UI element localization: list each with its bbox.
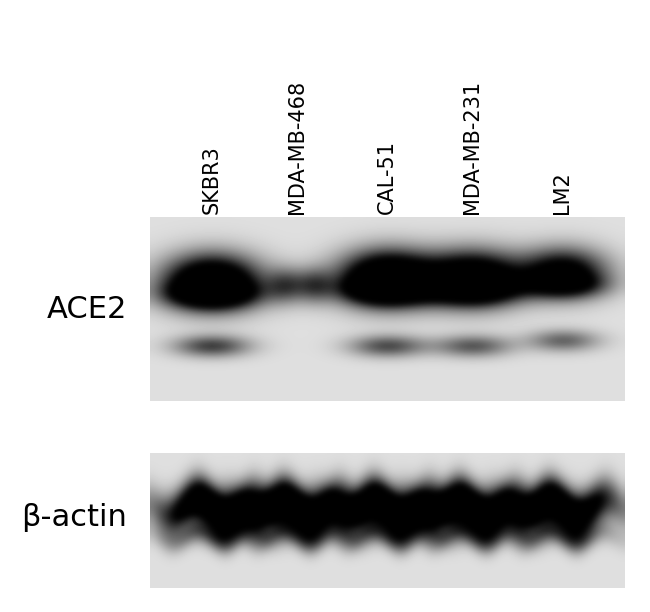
Text: SKBR3: SKBR3 [202, 146, 221, 214]
Text: CAL-51: CAL-51 [377, 140, 396, 214]
Text: MDA-MB-468: MDA-MB-468 [287, 80, 307, 214]
Text: MDA-MB-231: MDA-MB-231 [462, 80, 482, 214]
Text: β-actin: β-actin [21, 502, 127, 532]
Text: ACE2: ACE2 [46, 294, 127, 324]
Text: LM2: LM2 [552, 171, 572, 214]
